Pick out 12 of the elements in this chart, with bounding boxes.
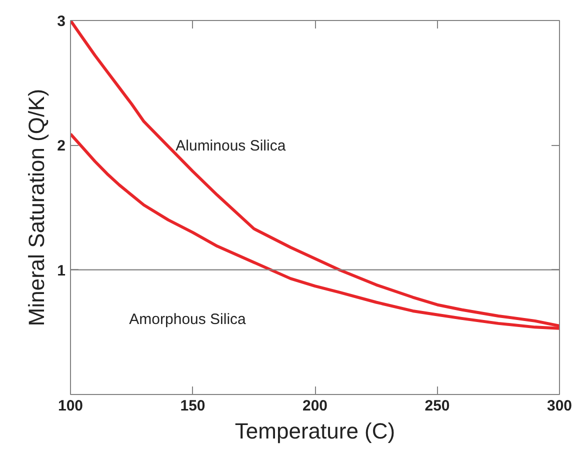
x-axis-title: Temperature (C) [234,418,396,444]
y-tick-label: 3 [57,13,66,30]
x-tick-label: 200 [302,398,328,414]
y-axis-title: Mineral Saturation (Q/K) [24,88,50,326]
x-tick-label: 250 [424,398,450,414]
x-tick-label: 100 [58,398,84,414]
y-tick-label: 1 [57,262,66,280]
x-tick-label: 150 [180,398,206,414]
y-tick-label: 2 [57,138,66,155]
x-tick-label: 300 [546,398,572,414]
annotation: Aluminous Silica [176,137,286,154]
annotation: Amorphous Silica [129,311,247,328]
